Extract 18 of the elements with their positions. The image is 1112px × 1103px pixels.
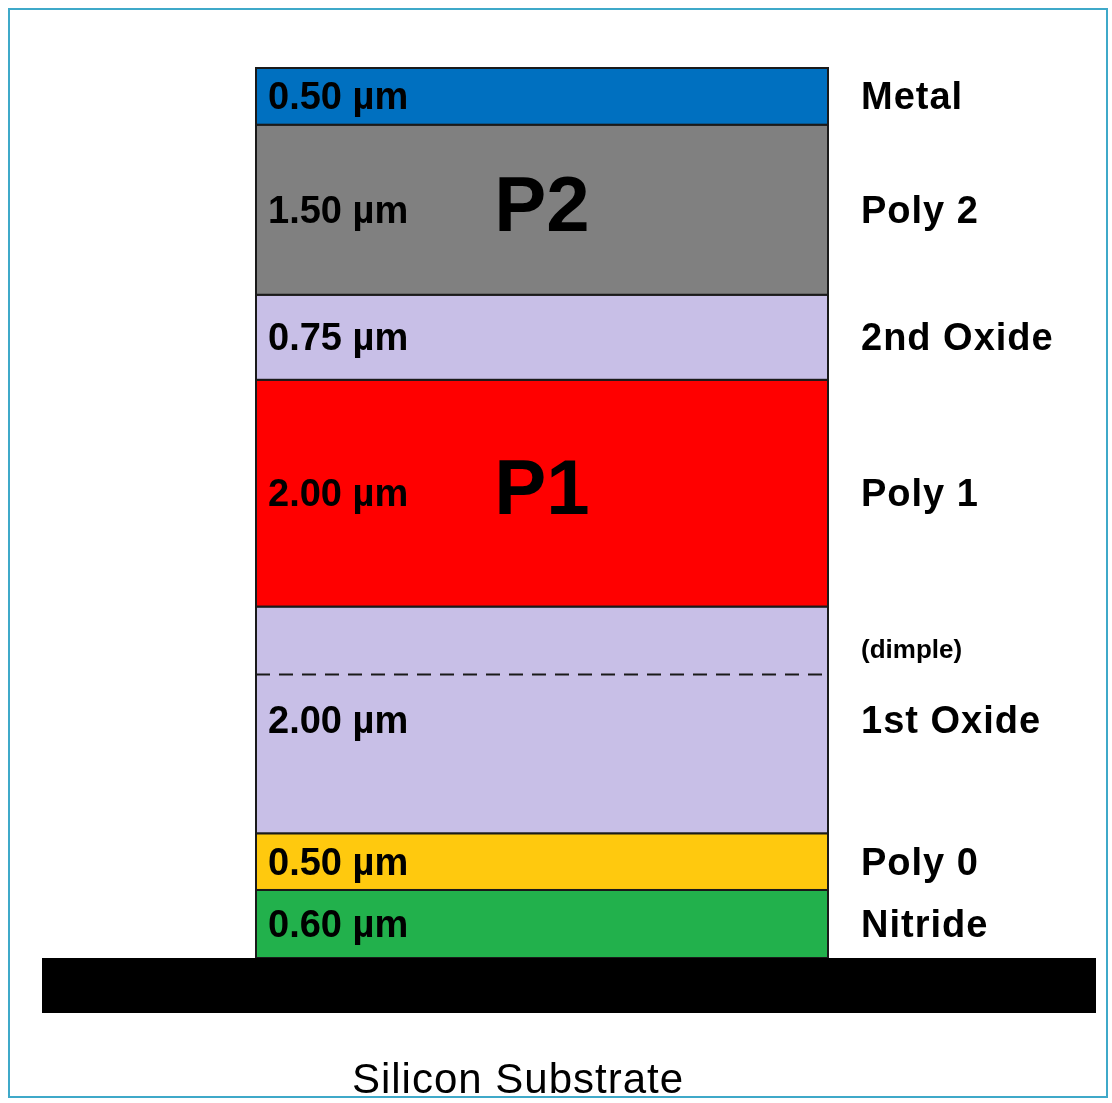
- data-label: 1.50 µm: [268, 188, 409, 231]
- data-label: 0.50 µm: [268, 75, 409, 118]
- series-label: Poly 2: [861, 188, 979, 231]
- data-label: 2.00 µm: [268, 472, 409, 515]
- annotation: P2: [494, 159, 590, 248]
- x-axis-title: Silicon Substrate: [351, 1054, 685, 1102]
- ref-line-label: (dimple): [861, 633, 963, 664]
- series-label: Metal: [861, 75, 964, 118]
- series-label: 2nd Oxide: [861, 316, 1054, 359]
- series-label: Nitride: [861, 902, 989, 945]
- data-label: 2.00 µm: [268, 698, 409, 741]
- series-label: Poly 0: [861, 840, 979, 883]
- data-label: 0.75 µm: [268, 316, 409, 359]
- annotation: P1: [494, 443, 590, 532]
- series-label: 1st Oxide: [861, 698, 1042, 741]
- series-label: Poly 1: [861, 472, 979, 515]
- data-label: 0.60 µm: [268, 902, 409, 945]
- data-label: 0.50 µm: [268, 840, 409, 883]
